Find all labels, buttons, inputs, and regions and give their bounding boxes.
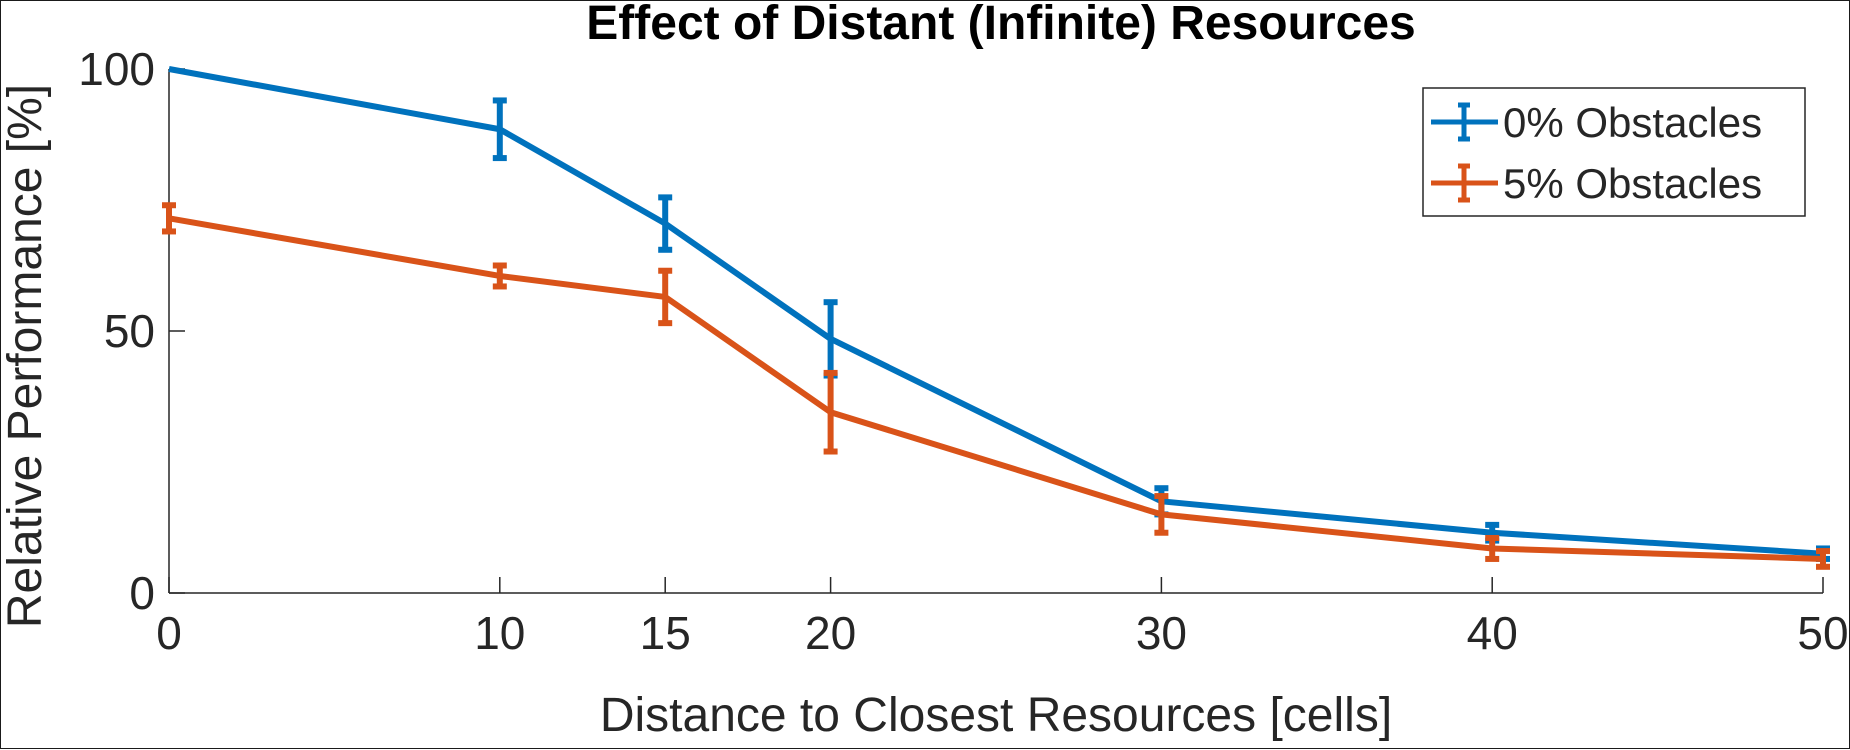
error-bar	[492, 262, 507, 290]
axes: 0 10 15 20 30 40 50 0 50 100	[78, 43, 1848, 659]
x-tick-label: 30	[1136, 607, 1187, 659]
y-tick-label: 0	[129, 567, 155, 619]
error-bar	[1485, 534, 1500, 562]
error-bar	[658, 194, 673, 253]
series-2	[162, 202, 1830, 570]
y-tick-label: 50	[104, 305, 155, 357]
error-bar	[1154, 493, 1169, 536]
error-bar	[162, 202, 176, 235]
x-tick-label: 15	[640, 607, 691, 659]
legend: 0% Obstacles 5% Obstacles	[1422, 87, 1806, 217]
error-bar	[492, 97, 507, 162]
legend-label: 0% Obstacles	[1503, 99, 1762, 146]
error-bar	[823, 369, 838, 455]
legend-item: 5% Obstacles	[1431, 160, 1762, 207]
x-tick-label: 40	[1467, 607, 1518, 659]
error-bar	[658, 267, 673, 327]
series-layer	[162, 66, 1830, 570]
legend-item: 0% Obstacles	[1431, 99, 1762, 146]
legend-label: 5% Obstacles	[1503, 160, 1762, 207]
x-tick-label: 20	[805, 607, 856, 659]
series-line	[168, 215, 1824, 562]
x-tick-label: 10	[474, 607, 525, 659]
legend-box	[1422, 87, 1806, 217]
y-tick-label: 100	[78, 43, 155, 95]
y-axis-label: Relative Performance [%]	[1, 84, 52, 628]
x-tick-label: 50	[1797, 607, 1848, 659]
chart-title: Effect of Distant (Infinite) Resources	[586, 1, 1415, 50]
x-tick-label: 0	[156, 607, 182, 659]
x-axis-label: Distance to Closest Resources [cells]	[600, 689, 1392, 742]
error-bar	[1816, 548, 1830, 570]
